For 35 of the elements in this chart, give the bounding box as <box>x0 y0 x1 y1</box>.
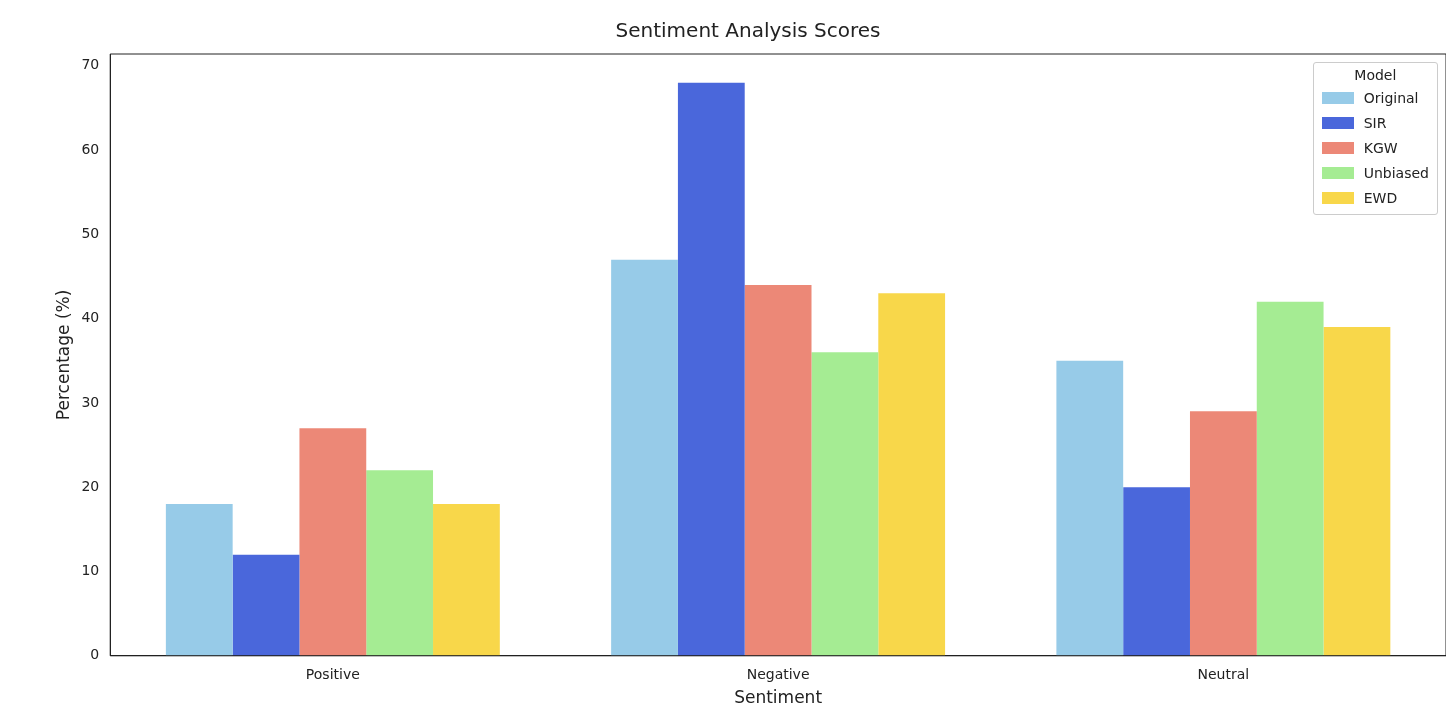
bar <box>1189 411 1257 656</box>
bar <box>611 259 678 656</box>
y-tick-label: 10 <box>81 562 100 579</box>
bar <box>744 284 812 656</box>
x-axis-title: Sentiment <box>734 687 823 708</box>
bar <box>1323 327 1391 656</box>
y-tick-label: 40 <box>81 309 100 326</box>
y-tick-label: 60 <box>81 140 100 157</box>
bar <box>232 554 300 656</box>
y-tick-label: 20 <box>81 477 100 494</box>
bar <box>878 293 946 656</box>
bar <box>1256 301 1324 656</box>
y-tick-label: 70 <box>81 56 100 73</box>
y-axis-title: Percentage (%) <box>52 289 73 421</box>
bar <box>1056 360 1124 656</box>
bar <box>165 504 233 656</box>
x-tick-label: Negative <box>746 665 810 682</box>
bar <box>1123 487 1190 656</box>
bar <box>433 504 500 656</box>
bar <box>811 352 879 656</box>
legend-label: SIR <box>1363 114 1387 131</box>
legend-title: Model <box>1353 67 1398 83</box>
y-tick-label: 50 <box>81 225 100 242</box>
legend-label: KGW <box>1363 139 1398 156</box>
legend-label: EWD <box>1363 189 1398 206</box>
chart-title: Sentiment Analysis Scores <box>615 18 881 43</box>
legend-label: Unbiased <box>1363 164 1429 181</box>
y-tick-label: 30 <box>81 393 100 410</box>
bar <box>677 82 745 656</box>
bar <box>299 428 367 656</box>
y-tick-label: 0 <box>90 646 100 663</box>
bar <box>366 470 434 656</box>
x-tick-label: Positive <box>305 665 360 682</box>
legend-label: Original <box>1363 89 1419 106</box>
x-tick-label: Neutral <box>1197 665 1250 682</box>
